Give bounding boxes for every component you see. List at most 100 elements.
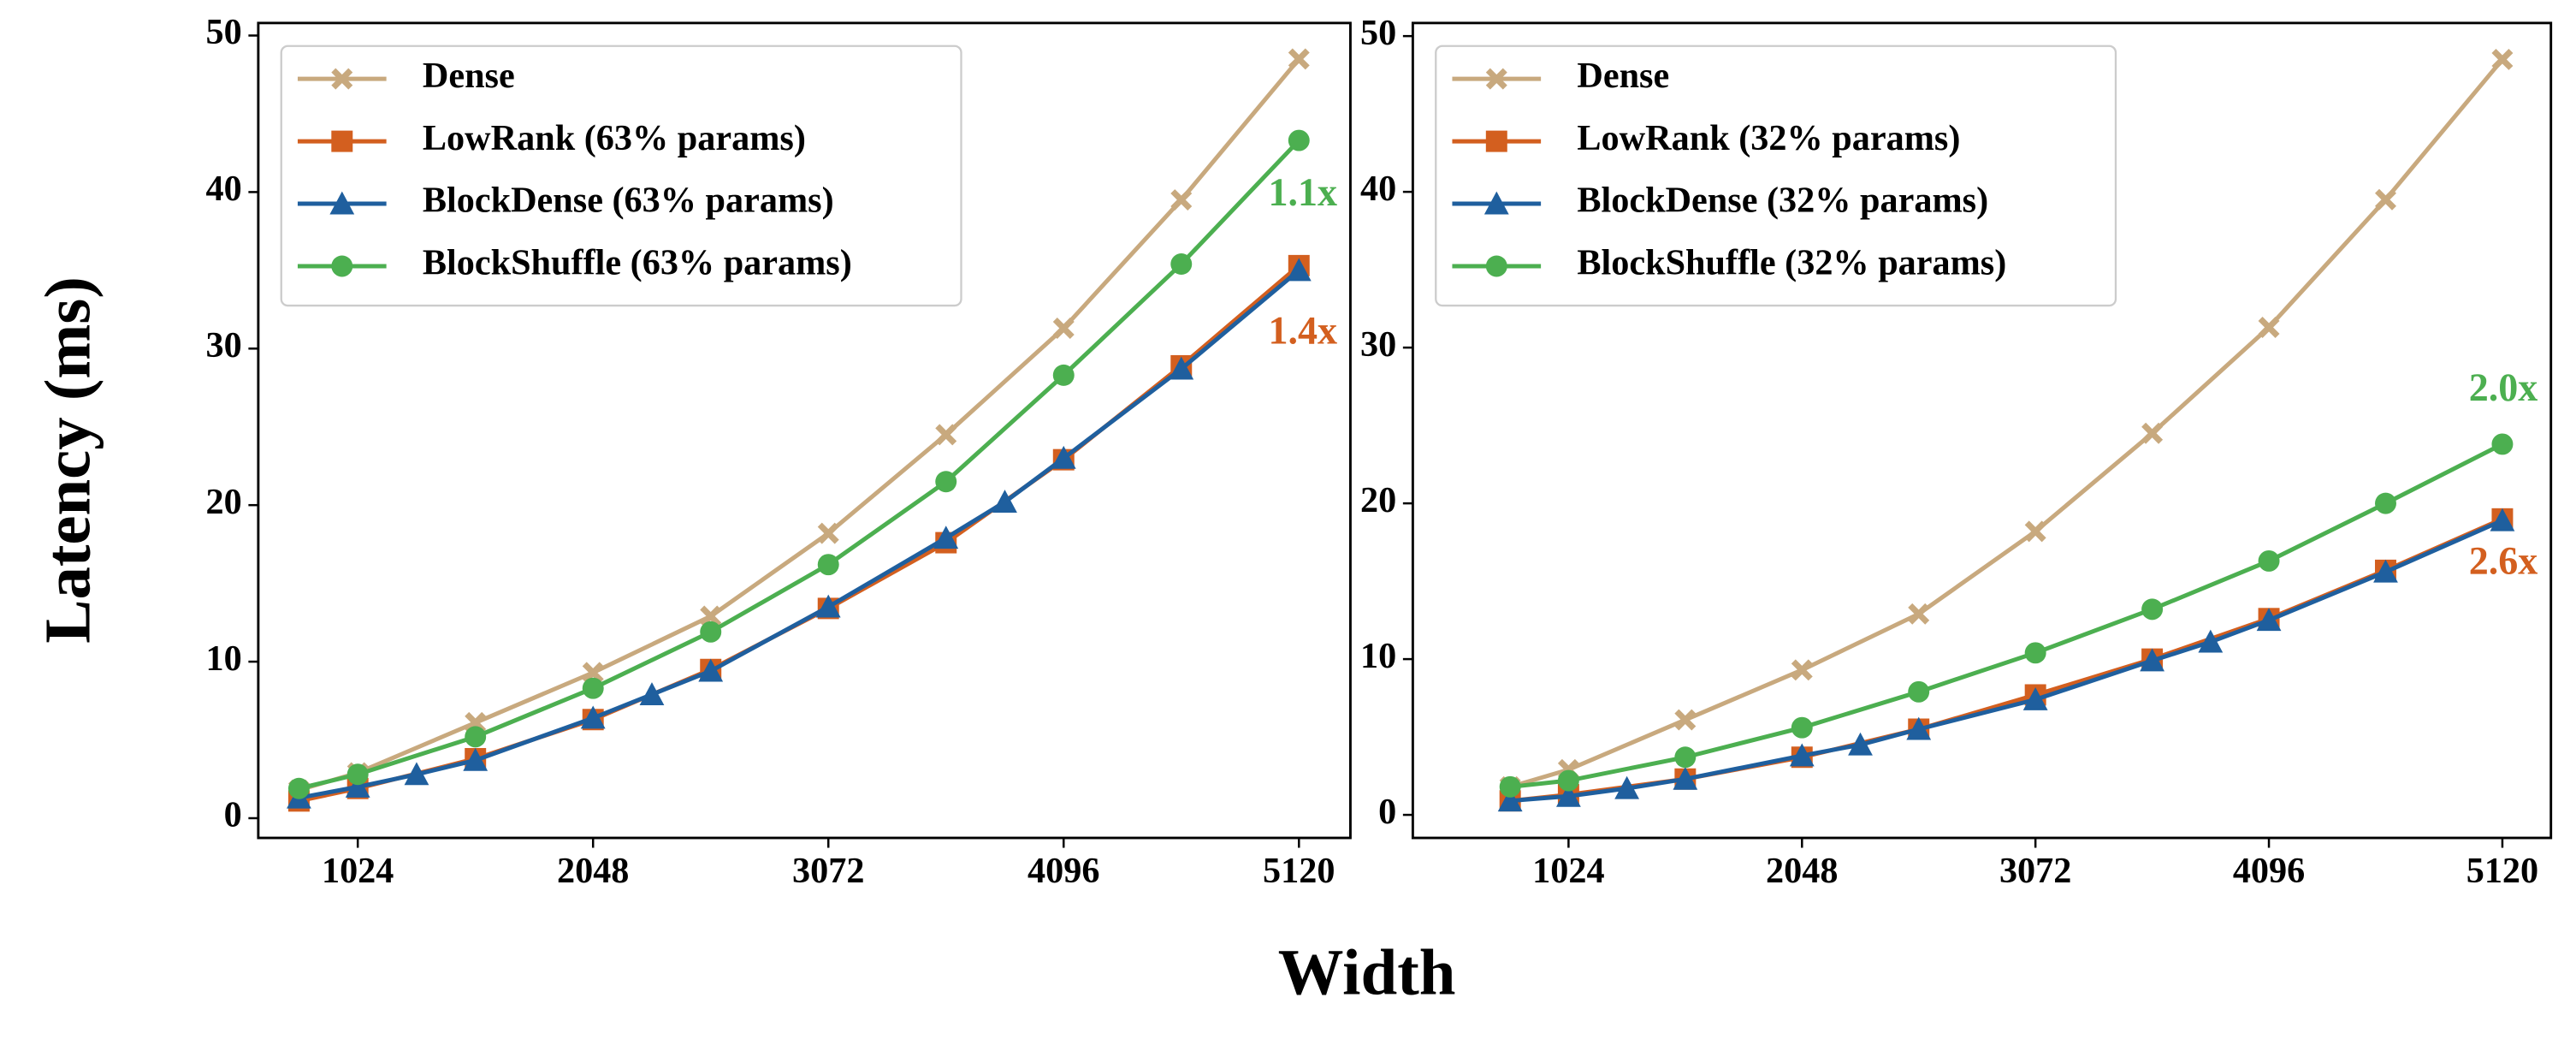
x-tick-label: 5120 bbox=[2466, 851, 2538, 891]
series-line bbox=[298, 264, 1300, 804]
marker bbox=[2491, 48, 2514, 70]
series-line bbox=[298, 139, 1301, 791]
x-tick-label: 5120 bbox=[1263, 851, 1335, 891]
legend-box bbox=[1435, 45, 2117, 307]
y-tick-label: 0 bbox=[224, 795, 242, 835]
marker bbox=[1288, 129, 1310, 151]
marker bbox=[1288, 48, 1310, 70]
marker bbox=[1906, 716, 1932, 740]
x-tick-label: 3072 bbox=[1999, 851, 2071, 891]
y-tick-label: 40 bbox=[205, 169, 241, 209]
marker bbox=[287, 777, 310, 799]
x-tick-label: 2048 bbox=[1766, 851, 1838, 891]
legend-label: BlockShuffle (63% params) bbox=[423, 243, 852, 283]
x-tick-label: 4096 bbox=[1027, 851, 1099, 891]
x-tick-label: 4096 bbox=[2233, 851, 2305, 891]
marker bbox=[331, 68, 353, 90]
marker bbox=[2375, 492, 2396, 514]
marker bbox=[465, 726, 487, 748]
marker bbox=[1485, 130, 1507, 152]
y-tick-label: 50 bbox=[1360, 13, 1396, 53]
legend-label: Dense bbox=[1577, 56, 1669, 96]
marker bbox=[817, 522, 839, 544]
marker bbox=[1051, 445, 1076, 469]
marker bbox=[2373, 559, 2398, 583]
marker bbox=[1789, 743, 1815, 767]
marker bbox=[1848, 732, 1873, 756]
marker bbox=[345, 774, 370, 798]
marker bbox=[404, 762, 429, 786]
marker bbox=[582, 677, 604, 699]
marker bbox=[1674, 746, 1697, 769]
series-line bbox=[1509, 442, 2504, 789]
marker bbox=[1170, 253, 1193, 276]
marker bbox=[1908, 603, 1930, 625]
legend-box bbox=[280, 45, 962, 307]
y-tick-label: 10 bbox=[1360, 636, 1396, 676]
marker bbox=[2024, 520, 2046, 543]
marker bbox=[1499, 775, 1521, 798]
marker bbox=[1485, 68, 1507, 90]
y-tick-label: 10 bbox=[205, 638, 241, 679]
marker bbox=[1557, 769, 1579, 792]
marker bbox=[2141, 598, 2164, 621]
marker bbox=[463, 747, 489, 771]
marker bbox=[1908, 680, 1930, 703]
marker bbox=[639, 682, 665, 705]
marker bbox=[1674, 709, 1697, 731]
marker bbox=[582, 662, 604, 684]
series-line bbox=[1509, 57, 2504, 789]
marker bbox=[2198, 629, 2224, 653]
marker bbox=[1170, 189, 1193, 211]
legend-label: Dense bbox=[423, 56, 515, 96]
marker bbox=[815, 594, 841, 618]
x-tick-label: 1024 bbox=[1532, 851, 1604, 891]
series-line bbox=[298, 268, 1300, 800]
marker bbox=[935, 424, 957, 446]
x-axis-label: Width bbox=[1278, 936, 1456, 1009]
y-tick-label: 0 bbox=[1378, 792, 1396, 832]
legend-label: LowRank (32% params) bbox=[1577, 118, 1960, 158]
marker bbox=[329, 191, 355, 215]
legend-label: BlockDense (63% params) bbox=[423, 181, 834, 221]
marker bbox=[1673, 766, 1698, 790]
y-tick-label: 30 bbox=[1360, 324, 1396, 365]
annotation: 2.0x bbox=[2469, 365, 2538, 409]
marker bbox=[1614, 775, 1640, 799]
marker bbox=[700, 621, 722, 643]
marker bbox=[700, 605, 722, 627]
series-line bbox=[298, 57, 1301, 793]
marker bbox=[580, 705, 606, 729]
plot-frame bbox=[1411, 21, 2553, 840]
marker bbox=[1483, 191, 1509, 215]
marker bbox=[2258, 316, 2280, 338]
marker bbox=[935, 471, 957, 493]
y-tick-label: 20 bbox=[1360, 480, 1396, 520]
y-tick-label: 40 bbox=[1360, 169, 1396, 209]
marker bbox=[331, 255, 353, 277]
x-tick-label: 1024 bbox=[322, 851, 394, 891]
marker bbox=[2141, 422, 2164, 444]
marker bbox=[1485, 255, 1507, 277]
marker bbox=[2258, 549, 2280, 572]
marker bbox=[817, 554, 839, 576]
marker bbox=[2256, 608, 2282, 632]
marker bbox=[933, 526, 959, 549]
y-tick-label: 20 bbox=[205, 482, 241, 522]
marker bbox=[1556, 783, 1581, 807]
marker bbox=[1052, 318, 1075, 339]
legend-label: LowRank (63% params) bbox=[423, 118, 806, 158]
marker bbox=[2491, 433, 2514, 455]
x-tick-label: 3072 bbox=[792, 851, 864, 891]
marker bbox=[2024, 642, 2046, 664]
x-tick-label: 2048 bbox=[557, 851, 629, 891]
marker bbox=[2490, 508, 2515, 532]
marker bbox=[1791, 716, 1813, 739]
marker bbox=[331, 130, 353, 152]
marker bbox=[2022, 687, 2048, 710]
legend-label: BlockDense (32% params) bbox=[1577, 181, 1988, 221]
annotation: 1.4x bbox=[1268, 309, 1337, 353]
marker bbox=[2375, 188, 2396, 211]
